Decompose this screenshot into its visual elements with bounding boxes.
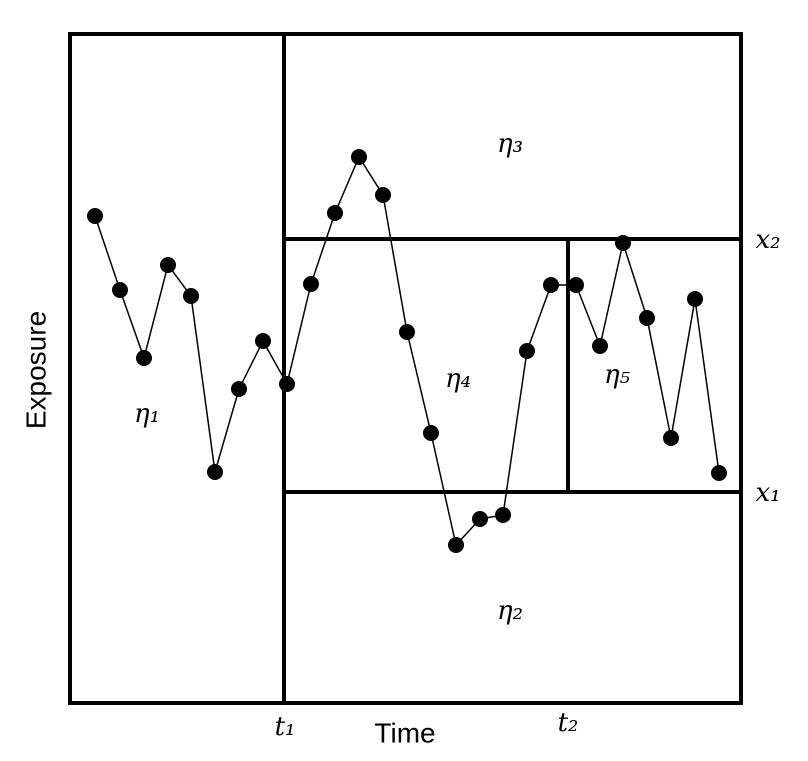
series-point — [448, 537, 464, 553]
series-point — [351, 149, 367, 165]
series-point — [255, 333, 271, 349]
series-point — [687, 291, 703, 307]
series-point — [207, 464, 223, 480]
series-point — [568, 277, 584, 293]
series-point — [519, 343, 535, 359]
series-point — [327, 205, 343, 221]
region-label: η₅ — [604, 360, 631, 390]
series-point — [303, 276, 319, 292]
time-label: t₂ — [558, 708, 579, 738]
series-point — [472, 511, 488, 527]
series-line — [94, 155, 720, 547]
threshold-label: x₂ — [755, 225, 780, 255]
series-point — [87, 208, 103, 224]
region-label: η₃ — [497, 129, 523, 159]
region-label: η₂ — [497, 596, 523, 626]
series-point — [136, 350, 152, 366]
region-label: η₄ — [445, 364, 471, 394]
series-point — [639, 310, 655, 326]
series-point — [112, 282, 128, 298]
series-point — [375, 187, 391, 203]
series-point — [231, 381, 247, 397]
series-point — [160, 257, 176, 273]
region-label: η₁ — [134, 399, 160, 429]
exposure-series — [87, 149, 727, 553]
x-axis-title: Time — [374, 717, 435, 748]
series-point — [423, 425, 439, 441]
series-point — [615, 235, 631, 251]
series-point — [543, 277, 559, 293]
y-axis-title: Exposure — [20, 311, 51, 429]
series-point — [495, 507, 511, 523]
outer-box — [68, 32, 743, 705]
series-point — [663, 430, 679, 446]
series-point — [592, 338, 608, 354]
series-point — [183, 288, 199, 304]
series-point — [279, 376, 295, 392]
time-label: t₁ — [275, 712, 296, 742]
threshold-label: x₁ — [755, 478, 780, 508]
series-point — [399, 324, 415, 340]
series-point — [711, 465, 727, 481]
